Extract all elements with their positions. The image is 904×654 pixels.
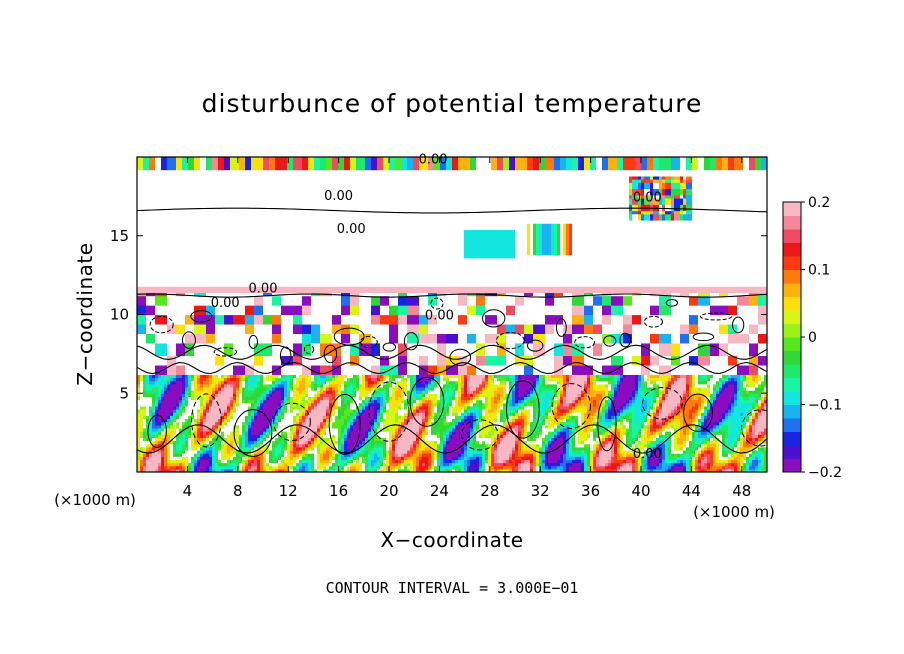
chart-title: disturbunce of potential temperature	[202, 89, 703, 118]
plot-area: 0.000.000.000.000.000.000.000.00 4 8 12 16 2…	[110, 153, 779, 500]
